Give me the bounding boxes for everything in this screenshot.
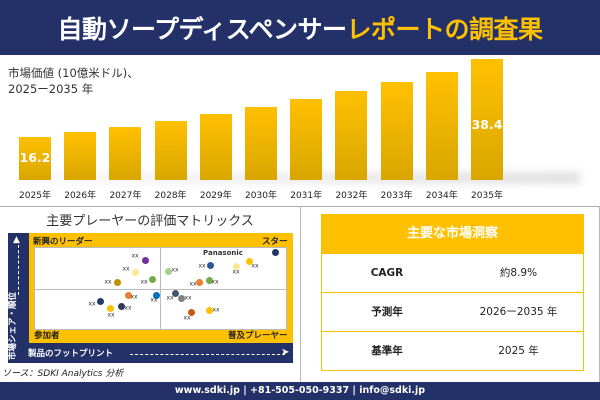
title-yellow: レポートの調査果 [346,15,544,44]
x-tick-label: 2025年 [19,191,51,201]
footer-contact: www.sdki.jp | +81-505-050-9337 | info@sd… [0,382,600,400]
player-label: xx [107,311,115,319]
player-label: xx [189,280,197,288]
bar [290,99,323,180]
y-axis-arrow [18,245,19,295]
player-point [131,268,139,276]
bar [245,106,277,180]
player-point [164,267,172,275]
player-label: Panasonic [203,249,243,257]
player-point [171,289,179,297]
x-tick-label: 2035年 [471,191,503,201]
bar [380,81,413,180]
player-label: xx [140,278,148,286]
player-label: xx [198,262,206,270]
player-label: xx [150,296,158,304]
player-label: xx [122,265,130,273]
x-tick-label: 2030年 [245,191,277,201]
divider [300,206,301,382]
arrow-up-icon: ▲ [13,235,20,245]
player-point [124,291,132,299]
player-point [141,256,149,264]
bar [64,132,97,180]
x-axis-label: 製品のフットプリント [28,349,114,359]
insight-row: CAGR 約8.9% [321,254,584,293]
title-white: 自動ソープディスペンサー [57,15,347,44]
chart-title-line1: 市場価値 (10億米ドル)、 [8,66,139,80]
quadrant-bottom-left: 参加者 [34,331,60,341]
insight-value: 約8.9% [499,267,538,279]
x-tick-label: 2026年 [64,191,97,201]
matrix-horizontal-divider [35,289,286,290]
player-point [271,248,279,256]
player-label: xx [184,294,192,302]
x-tick-label: 2027年 [109,191,142,201]
player-point [148,275,156,283]
bar [335,90,368,180]
data-label: 16.2 [19,150,51,165]
x-tick-label: 2032年 [335,191,368,201]
player-label: xx [212,306,220,314]
chart-title-line2: 2025ー2035 年 [8,82,94,96]
player-point [206,261,214,269]
matrix-vertical-divider [160,248,161,329]
insight-key: 予測年 [371,306,403,318]
player-label: xx [211,278,219,286]
bar [199,113,232,180]
player-label: xx [104,278,112,286]
x-tick-label: 2033年 [380,191,413,201]
x-tick-label: 2029年 [199,191,232,201]
player-point [177,294,185,302]
player-point [232,262,240,270]
player-point [106,304,114,312]
player-point [113,278,121,286]
bar [471,59,503,180]
player-label: xx [130,293,138,301]
x-tick-label: 2028年 [154,191,187,201]
source-note: ソース：SDKI Analytics 分析 [2,369,124,379]
y-axis-label: 市場シェア・順位 [8,291,18,360]
quadrant-top-right: スター [262,237,288,247]
player-point [205,276,213,284]
x-tick-label: 2031年 [290,191,323,201]
player-point [205,306,213,314]
insight-value: 2026ー2035 年 [479,306,558,318]
chart-title: 市場価値 (10億米ドル)、 2025ー2035 年 [8,65,139,97]
insights-title: 主要な市場洞察 [321,214,584,254]
player-point [245,257,253,265]
bar [19,137,51,180]
bar [109,126,142,180]
insight-key: CAGR [370,267,404,279]
player-label: xx [131,252,139,260]
x-axis-arrow [130,354,285,355]
matrix-title: 主要プレーヤーの評価マトリックス [46,214,254,229]
player-point [96,297,104,305]
player-label: xx [251,262,259,270]
quadrant-bottom-right: 普及プレーヤー [228,331,288,341]
data-label: 38.4 [471,117,503,132]
insight-row: 基準年 2025 年 [321,332,584,371]
quadrant-top-left: 新興のリーダー [33,237,93,247]
player-point [152,291,160,299]
insight-row: 予測年 2026ー2035 年 [321,293,584,332]
insight-key: 基準年 [371,345,403,357]
arrow-right-icon: ➤ [281,347,290,358]
bar [425,71,458,180]
player-label: xx [183,314,191,322]
player-point [117,302,125,310]
matrix-plot [34,247,287,330]
report-header: 自動ソープディスペンサーレポートの調査果 [0,0,600,55]
x-tick-label: 2034年 [425,191,458,201]
player-point [195,278,203,286]
player-label: xx [232,268,240,276]
player-label: xx [88,300,96,308]
player-label: xx [171,266,179,274]
player-label: xx [166,294,174,302]
insight-value: 2025 年 [498,345,539,357]
player-point [187,308,195,316]
bar [154,120,187,180]
player-label: xx [124,304,132,312]
